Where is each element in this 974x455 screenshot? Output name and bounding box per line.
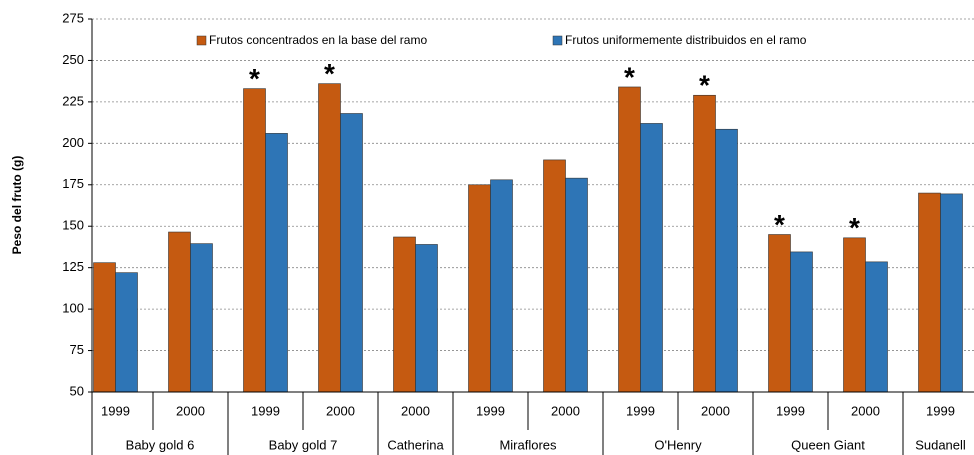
bar xyxy=(243,88,266,393)
x-tick-label: 1999 xyxy=(926,403,955,418)
bar xyxy=(93,262,116,393)
bar xyxy=(640,123,663,393)
bar xyxy=(340,113,363,393)
bar xyxy=(415,244,438,393)
legend-label: Frutos uniformemente distribuidos en el … xyxy=(565,33,807,47)
bar xyxy=(543,159,566,393)
y-tick-label: 200 xyxy=(62,135,84,150)
bar xyxy=(265,133,288,393)
bar xyxy=(768,234,791,393)
y-tick-label: 100 xyxy=(62,301,84,316)
bar xyxy=(715,128,738,393)
legend-swatch xyxy=(196,35,207,46)
y-tick-label: 75 xyxy=(70,342,84,357)
bar xyxy=(190,243,213,393)
annotation: * xyxy=(324,58,335,89)
x-tick-label: 2000 xyxy=(401,403,430,418)
bar xyxy=(318,83,341,393)
bar xyxy=(865,261,888,393)
bar xyxy=(790,251,813,393)
group-label: Baby gold 7 xyxy=(269,437,338,452)
bar xyxy=(468,184,491,393)
x-tick-label: 2000 xyxy=(551,403,580,418)
bar xyxy=(393,236,416,393)
annotation: * xyxy=(849,212,860,243)
y-tick-label: 225 xyxy=(62,93,84,108)
y-tick-label: 125 xyxy=(62,259,84,274)
x-tick-label: 2000 xyxy=(326,403,355,418)
annotation: * xyxy=(774,209,785,240)
bar xyxy=(843,237,866,393)
legend-swatch xyxy=(552,35,563,46)
x-tick-label: 1999 xyxy=(776,403,805,418)
group-label: Sudanell xyxy=(915,437,966,452)
annotation: * xyxy=(699,70,710,101)
group-label: Baby gold 6 xyxy=(126,437,195,452)
x-tick-label: 1999 xyxy=(101,403,130,418)
group-label: Catherina xyxy=(387,437,444,452)
x-tick-label: 1999 xyxy=(476,403,505,418)
x-tick-label: 1999 xyxy=(626,403,655,418)
bar xyxy=(618,86,641,393)
bar xyxy=(940,193,963,393)
group-label: Miraflores xyxy=(499,437,557,452)
y-tick-label: 150 xyxy=(62,218,84,233)
annotation: * xyxy=(624,61,635,92)
x-tick-label: 2000 xyxy=(176,403,205,418)
x-tick-label: 2000 xyxy=(851,403,880,418)
y-tick-label: 275 xyxy=(62,10,84,25)
group-label: Queen Giant xyxy=(791,437,865,452)
group-label: O'Henry xyxy=(654,437,702,452)
bar xyxy=(918,192,941,393)
y-tick-label: 250 xyxy=(62,52,84,67)
bar xyxy=(490,179,513,393)
y-axis-label: Peso del fruto (g) xyxy=(10,156,24,255)
bar xyxy=(168,231,191,393)
x-tick-label: 1999 xyxy=(251,403,280,418)
bar xyxy=(565,177,588,393)
legend-label: Frutos concentrados en la base del ramo xyxy=(209,33,427,47)
x-tick-label: 2000 xyxy=(701,403,730,418)
y-tick-label: 50 xyxy=(70,383,84,398)
annotation: * xyxy=(249,63,260,94)
bar xyxy=(693,94,716,393)
y-tick-label: 175 xyxy=(62,176,84,191)
bar xyxy=(115,272,138,393)
